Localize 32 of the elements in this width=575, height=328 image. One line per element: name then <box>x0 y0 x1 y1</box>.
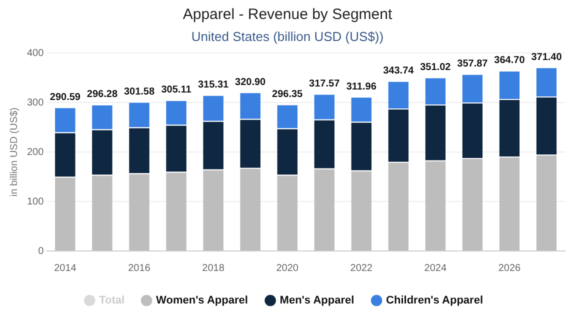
chart-title: Apparel - Revenue by Segment <box>182 6 394 23</box>
legend-label: Men's Apparel <box>280 294 354 307</box>
y-tick-label: 0 <box>38 246 44 257</box>
y-tick-label: 200 <box>26 146 44 158</box>
total-label: 311.96 <box>346 81 377 92</box>
x-tick-label: 2024 <box>424 262 447 274</box>
total-label: 343.74 <box>383 66 414 77</box>
total-label: 371.40 <box>531 52 562 63</box>
y-axis-title: in billion USD (US$) <box>8 108 20 196</box>
y-tick-label: 300 <box>26 97 44 108</box>
y-tick-label: 100 <box>26 196 44 208</box>
total-label: 296.28 <box>86 89 118 100</box>
total-label: 301.58 <box>124 86 155 98</box>
legend-label: Children's Apparel <box>386 294 484 307</box>
x-tick-label: 2022 <box>350 262 373 274</box>
total-label: 351.02 <box>420 62 452 73</box>
total-label: 320.90 <box>235 76 266 88</box>
y-tick-label: 400 <box>26 48 44 59</box>
total-label: 357.87 <box>457 58 488 70</box>
legend-label: Women's Apparel <box>156 294 248 307</box>
total-label: 364.70 <box>494 55 526 66</box>
total-label: 296.35 <box>272 89 304 100</box>
total-label: 315.31 <box>198 80 230 91</box>
x-tick-label: 2016 <box>128 262 151 274</box>
total-label: 317.57 <box>309 78 340 90</box>
x-tick-label: 2014 <box>54 262 77 274</box>
total-label: 305.11 <box>161 84 192 96</box>
x-tick-label: 2018 <box>202 262 225 274</box>
x-tick-label: 2020 <box>276 262 299 274</box>
total-label: 290.59 <box>50 92 81 103</box>
x-tick-label: 2026 <box>498 262 522 274</box>
chart-subtitle: United States (billion USD (US$)) <box>190 29 385 44</box>
